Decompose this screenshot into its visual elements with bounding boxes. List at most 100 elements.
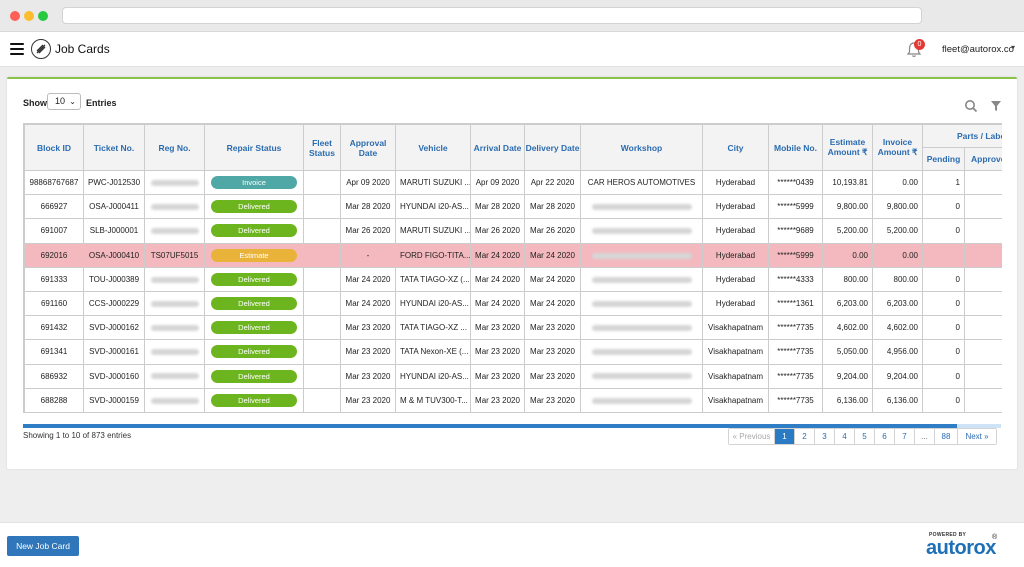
user-menu[interactable]: fleet@autorox.co — [942, 44, 1014, 55]
repair-status-badge[interactable]: Delivered — [211, 200, 297, 214]
redacted-text — [591, 228, 692, 235]
header-pending[interactable]: Pending — [922, 147, 965, 171]
cell-reg — [144, 266, 205, 292]
cell-invoice: 800.00 — [872, 266, 923, 292]
cell-reg — [144, 169, 205, 196]
pagination-page-last[interactable]: 88 — [935, 429, 958, 444]
hamburger-icon[interactable] — [10, 43, 24, 55]
cell-city: Hyderabad — [702, 290, 769, 317]
cell-reg — [144, 387, 205, 413]
table-row[interactable]: 691432 SVD-J000162 Delivered Mar 23 2020 TAT… — [24, 315, 1002, 341]
cell-approved: 6 — [964, 363, 1002, 389]
header-reg-no[interactable]: Reg No. — [144, 124, 205, 171]
cell-mobile: ******7735 — [768, 339, 823, 365]
pagination-next[interactable]: Next » — [958, 429, 996, 444]
cell-status: Delivered — [204, 315, 304, 341]
cell-mobile: ******5999 — [768, 242, 823, 268]
table-row[interactable]: 98868767687 PWC-J012530 Invoice Apr 09 2020… — [24, 169, 1002, 196]
cell-reg — [144, 290, 205, 317]
address-bar[interactable] — [62, 7, 922, 24]
cell-city: Visakhapatnam — [702, 363, 769, 389]
repair-status-badge[interactable]: Delivered — [211, 369, 297, 383]
repair-status-badge[interactable]: Estimate — [211, 248, 297, 262]
cell-pending: 0 — [922, 218, 965, 244]
window-minimize-dot[interactable] — [24, 11, 34, 21]
cell-ticket: OSA-J000410 — [83, 242, 145, 268]
redacted-text — [150, 228, 199, 235]
cell-fleet — [303, 218, 341, 244]
header-approved[interactable]: Approved — [964, 147, 1002, 171]
header-invoice-amount[interactable]: Invoice Amount ₹ — [872, 124, 923, 171]
registered-mark: ® — [992, 534, 998, 541]
repair-status-badge[interactable]: Delivered — [211, 272, 297, 286]
repair-status-badge[interactable]: Delivered — [211, 297, 297, 311]
redacted-text — [150, 276, 199, 283]
pagination-page-3[interactable]: 3 — [815, 429, 835, 444]
cell-estimate: 6,203.00 — [822, 290, 873, 317]
cell-city: Hyderabad — [702, 169, 769, 196]
window-close-dot[interactable] — [10, 11, 20, 21]
pagination-page-5[interactable]: 5 — [855, 429, 875, 444]
pagination-page-7[interactable]: 7 — [895, 429, 915, 444]
header-mobile-no[interactable]: Mobile No. — [768, 124, 823, 171]
entries-label: Entries — [86, 98, 117, 108]
cell-pending: 0 — [922, 290, 965, 317]
brand-name: autorox — [926, 537, 996, 559]
header-delivery-date[interactable]: Delivery Date — [524, 124, 581, 171]
header-approval-date[interactable]: Approval Date — [340, 124, 396, 171]
cell-block-id: 688288 — [24, 387, 84, 413]
header-fleet-status[interactable]: Fleet Status — [303, 124, 341, 171]
header-repair-status[interactable]: Repair Status — [204, 124, 304, 171]
cell-vehicle: MARUTI SUZUKI ... — [395, 169, 471, 196]
table-row[interactable]: 691160 CCS-J000229 Delivered Mar 24 2020 HYU… — [24, 290, 1002, 317]
cell-block-id: 666927 — [24, 194, 84, 220]
redacted-text — [591, 325, 692, 332]
cell-delivery: Apr 22 2020 — [524, 169, 581, 196]
header-vehicle[interactable]: Vehicle — [395, 124, 471, 171]
table-row[interactable]: 691333 TOU-J000389 Delivered Mar 24 2020 TAT… — [24, 266, 1002, 292]
repair-status-badge[interactable]: Delivered — [211, 393, 297, 407]
filter-icon[interactable] — [990, 100, 1002, 112]
cell-estimate: 5,200.00 — [822, 218, 873, 244]
new-job-card-button[interactable]: New Job Card — [7, 536, 79, 556]
table-row[interactable]: 686932 SVD-J000160 Delivered Mar 23 2020 HYU… — [24, 363, 1002, 389]
pagination-previous[interactable]: « Previous — [729, 429, 775, 444]
entries-per-page-select[interactable]: 10 ⌄ — [47, 93, 81, 110]
cell-invoice: 0.00 — [872, 242, 923, 268]
footer-bar — [0, 522, 1024, 567]
table-row[interactable]: 692016 OSA-J000410 TS07UF5015 Estimate - FORD… — [24, 242, 1002, 268]
table-row[interactable]: 688288 SVD-J000159 Delivered Mar 23 2020 M &… — [24, 387, 1002, 413]
table-row[interactable]: 691007 SLB-J000001 Delivered Mar 26 2020 MAR… — [24, 218, 1002, 244]
chevron-down-icon[interactable]: ▾ — [1011, 43, 1016, 52]
table-row[interactable]: 666927 OSA-J000411 Delivered Mar 28 2020 HYU… — [24, 194, 1002, 220]
header-arrival-date[interactable]: Arrival Date — [470, 124, 525, 171]
cell-approved: 1 — [964, 194, 1002, 220]
cell-arrival: Mar 26 2020 — [470, 218, 525, 244]
cell-block-id: 686932 — [24, 363, 84, 389]
window-maximize-dot[interactable] — [38, 11, 48, 21]
repair-status-badge[interactable]: Delivered — [211, 321, 297, 335]
pagination-page-6[interactable]: 6 — [875, 429, 895, 444]
pagination-page-4[interactable]: 4 — [835, 429, 855, 444]
pagination-page-2[interactable]: 2 — [795, 429, 815, 444]
header-workshop[interactable]: Workshop — [580, 124, 703, 171]
cell-status: Delivered — [204, 387, 304, 413]
repair-status-badge[interactable]: Delivered — [211, 345, 297, 359]
table-scrollbar-thumb[interactable] — [23, 424, 957, 428]
header-estimate-amount[interactable]: Estimate Amount ₹ — [822, 124, 873, 171]
table-row[interactable]: 691341 SVD-J000161 Delivered Mar 23 2020 TAT… — [24, 339, 1002, 365]
search-icon[interactable] — [964, 99, 978, 113]
repair-status-badge[interactable]: Delivered — [211, 224, 297, 238]
redacted-text — [591, 349, 692, 356]
job-cards-table[interactable]: Block ID Ticket No. Reg No. Repair Statu… — [23, 123, 1002, 413]
repair-status-badge[interactable]: Invoice — [211, 176, 297, 190]
header-city[interactable]: City — [702, 124, 769, 171]
cell-mobile: ******7735 — [768, 387, 823, 413]
header-block-id[interactable]: Block ID — [24, 124, 84, 171]
cell-arrival: Mar 28 2020 — [470, 194, 525, 220]
pagination-page-1[interactable]: 1 — [775, 429, 795, 444]
header-ticket-no[interactable]: Ticket No. — [83, 124, 145, 171]
cell-arrival: Mar 24 2020 — [470, 266, 525, 292]
cell-status: Delivered — [204, 194, 304, 220]
cell-block-id: 691160 — [24, 290, 84, 317]
